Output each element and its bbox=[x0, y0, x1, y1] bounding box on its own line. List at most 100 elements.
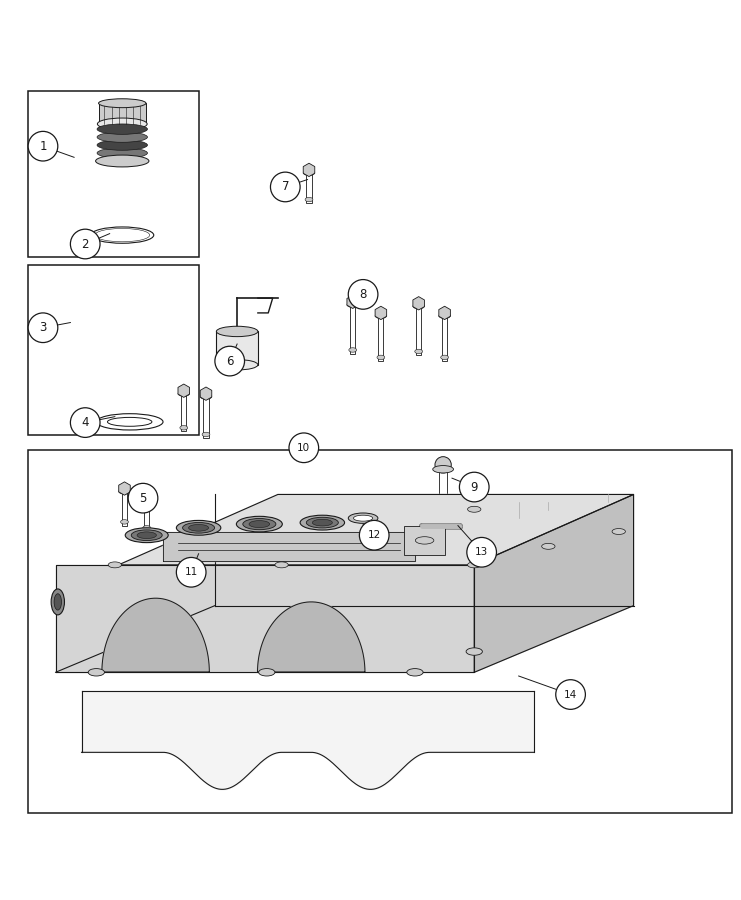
Ellipse shape bbox=[95, 229, 150, 242]
Bar bbox=[307, 170, 311, 203]
Ellipse shape bbox=[348, 513, 378, 524]
Circle shape bbox=[176, 557, 206, 587]
Polygon shape bbox=[258, 602, 365, 672]
Ellipse shape bbox=[137, 532, 156, 538]
Ellipse shape bbox=[96, 22, 141, 30]
Text: 8: 8 bbox=[359, 288, 367, 301]
Bar bbox=[379, 313, 384, 361]
Ellipse shape bbox=[439, 313, 451, 319]
Ellipse shape bbox=[433, 465, 453, 473]
Ellipse shape bbox=[90, 227, 154, 243]
Ellipse shape bbox=[88, 669, 104, 676]
Ellipse shape bbox=[119, 489, 130, 494]
Ellipse shape bbox=[313, 519, 332, 526]
Ellipse shape bbox=[377, 356, 385, 360]
Ellipse shape bbox=[441, 356, 448, 360]
Polygon shape bbox=[119, 482, 130, 495]
Circle shape bbox=[128, 483, 158, 513]
Circle shape bbox=[270, 172, 300, 202]
Ellipse shape bbox=[180, 426, 187, 430]
Ellipse shape bbox=[303, 170, 315, 176]
Polygon shape bbox=[119, 494, 634, 565]
Ellipse shape bbox=[99, 99, 146, 108]
Ellipse shape bbox=[96, 0, 141, 6]
Circle shape bbox=[28, 131, 58, 161]
Ellipse shape bbox=[108, 562, 122, 568]
Polygon shape bbox=[56, 565, 474, 672]
Polygon shape bbox=[163, 532, 415, 562]
Text: 4: 4 bbox=[82, 416, 89, 429]
Circle shape bbox=[556, 680, 585, 709]
Ellipse shape bbox=[125, 527, 168, 543]
Ellipse shape bbox=[176, 520, 221, 536]
Polygon shape bbox=[413, 297, 425, 310]
Circle shape bbox=[289, 433, 319, 463]
Ellipse shape bbox=[243, 518, 276, 530]
Ellipse shape bbox=[97, 156, 147, 166]
Ellipse shape bbox=[182, 523, 215, 533]
Ellipse shape bbox=[141, 491, 153, 496]
Circle shape bbox=[467, 537, 496, 567]
Ellipse shape bbox=[612, 528, 625, 535]
Text: 11: 11 bbox=[185, 567, 198, 577]
Ellipse shape bbox=[353, 515, 373, 521]
Circle shape bbox=[348, 280, 378, 310]
Ellipse shape bbox=[51, 589, 64, 615]
Text: 9: 9 bbox=[471, 481, 478, 493]
Bar bbox=[404, 526, 445, 555]
Ellipse shape bbox=[306, 518, 339, 528]
Ellipse shape bbox=[202, 432, 210, 436]
Ellipse shape bbox=[439, 499, 448, 502]
Ellipse shape bbox=[275, 562, 288, 568]
Ellipse shape bbox=[249, 520, 270, 527]
Ellipse shape bbox=[96, 155, 149, 166]
Ellipse shape bbox=[415, 349, 422, 354]
Ellipse shape bbox=[188, 525, 209, 531]
Ellipse shape bbox=[200, 394, 212, 400]
Text: 6: 6 bbox=[226, 355, 233, 367]
Polygon shape bbox=[303, 163, 315, 176]
Text: 12: 12 bbox=[368, 530, 381, 540]
Polygon shape bbox=[178, 384, 190, 398]
Text: 7: 7 bbox=[282, 180, 289, 194]
Ellipse shape bbox=[96, 414, 163, 430]
Polygon shape bbox=[375, 306, 387, 319]
Ellipse shape bbox=[542, 544, 555, 549]
Bar bbox=[442, 313, 448, 361]
Ellipse shape bbox=[300, 515, 345, 530]
Bar bbox=[350, 302, 356, 354]
Bar bbox=[122, 489, 127, 526]
Bar bbox=[28, 265, 199, 436]
Ellipse shape bbox=[415, 536, 433, 544]
Bar bbox=[439, 469, 447, 500]
Ellipse shape bbox=[97, 118, 147, 130]
Bar bbox=[99, 104, 146, 124]
Polygon shape bbox=[439, 306, 451, 319]
Ellipse shape bbox=[97, 140, 147, 150]
Bar bbox=[28, 91, 199, 257]
Ellipse shape bbox=[107, 418, 152, 427]
Bar bbox=[216, 331, 258, 364]
Ellipse shape bbox=[407, 669, 423, 676]
Ellipse shape bbox=[375, 313, 387, 319]
Bar bbox=[416, 303, 421, 356]
Ellipse shape bbox=[97, 132, 147, 142]
Ellipse shape bbox=[121, 519, 128, 524]
Ellipse shape bbox=[178, 392, 190, 396]
Ellipse shape bbox=[347, 302, 359, 308]
Bar bbox=[144, 491, 150, 532]
Text: 3: 3 bbox=[39, 321, 47, 334]
Text: 13: 13 bbox=[475, 547, 488, 557]
Ellipse shape bbox=[96, 11, 141, 18]
Ellipse shape bbox=[349, 347, 356, 352]
Ellipse shape bbox=[413, 303, 425, 309]
Polygon shape bbox=[200, 387, 212, 400]
Ellipse shape bbox=[468, 507, 481, 512]
Text: 14: 14 bbox=[564, 689, 577, 699]
Bar bbox=[203, 393, 209, 438]
Bar bbox=[181, 391, 187, 431]
Polygon shape bbox=[347, 295, 359, 309]
Ellipse shape bbox=[216, 327, 258, 337]
Text: 1: 1 bbox=[39, 140, 47, 153]
Ellipse shape bbox=[216, 360, 258, 370]
